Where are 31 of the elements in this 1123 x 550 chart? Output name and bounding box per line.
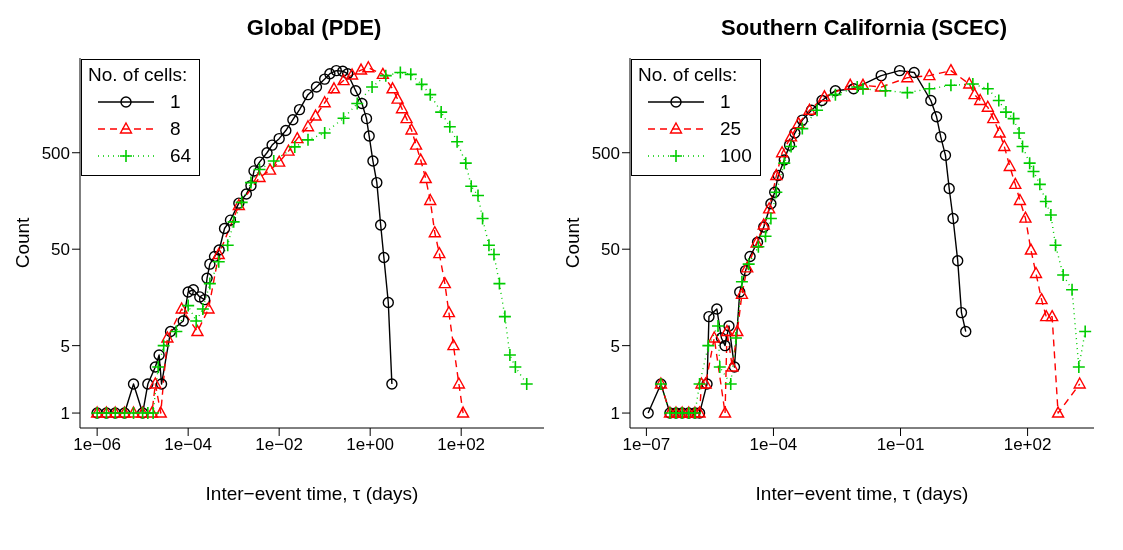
y-tick-label: 1 bbox=[610, 404, 620, 424]
y-tick-label: 5 bbox=[60, 336, 70, 356]
legend-title: No. of cells: bbox=[638, 64, 739, 86]
y-tick-label: 5 bbox=[610, 336, 620, 356]
x-tick-label: 1e−07 bbox=[622, 435, 671, 455]
legend-title: No. of cells: bbox=[88, 64, 189, 86]
y-tick-label: 500 bbox=[41, 143, 70, 163]
legend-label: 1 bbox=[170, 90, 181, 113]
y-tick-label: 50 bbox=[601, 240, 620, 260]
x-tick-label: 1e−06 bbox=[73, 435, 122, 455]
x-tick-label: 1e+02 bbox=[1003, 435, 1052, 455]
x-tick-label: 1e−04 bbox=[749, 435, 798, 455]
y-tick-label: 500 bbox=[591, 143, 620, 163]
y-axis-title: Count bbox=[561, 216, 583, 269]
legend-label: 25 bbox=[720, 117, 742, 140]
x-tick-label: 1e−02 bbox=[255, 435, 304, 455]
legend-label: 100 bbox=[720, 144, 752, 167]
legend-label: 8 bbox=[170, 117, 181, 140]
x-axis-title: Inter−event time, τ (days) bbox=[205, 483, 419, 504]
x-tick-label: 1e+02 bbox=[437, 435, 486, 455]
legend-label: 64 bbox=[170, 144, 192, 167]
x-tick-label: 1e−04 bbox=[164, 435, 213, 455]
x-tick-label: 1e−01 bbox=[876, 435, 925, 455]
chart-title: Global (PDE) bbox=[245, 14, 383, 42]
legend-label: 1 bbox=[720, 90, 731, 113]
y-tick-label: 1 bbox=[60, 404, 70, 424]
x-axis-title: Inter−event time, τ (days) bbox=[755, 483, 969, 504]
chart-title: Southern California (SCEC) bbox=[720, 14, 1008, 42]
y-tick-label: 50 bbox=[51, 240, 70, 260]
y-axis-title: Count bbox=[11, 216, 33, 269]
x-tick-label: 1e+00 bbox=[346, 435, 395, 455]
